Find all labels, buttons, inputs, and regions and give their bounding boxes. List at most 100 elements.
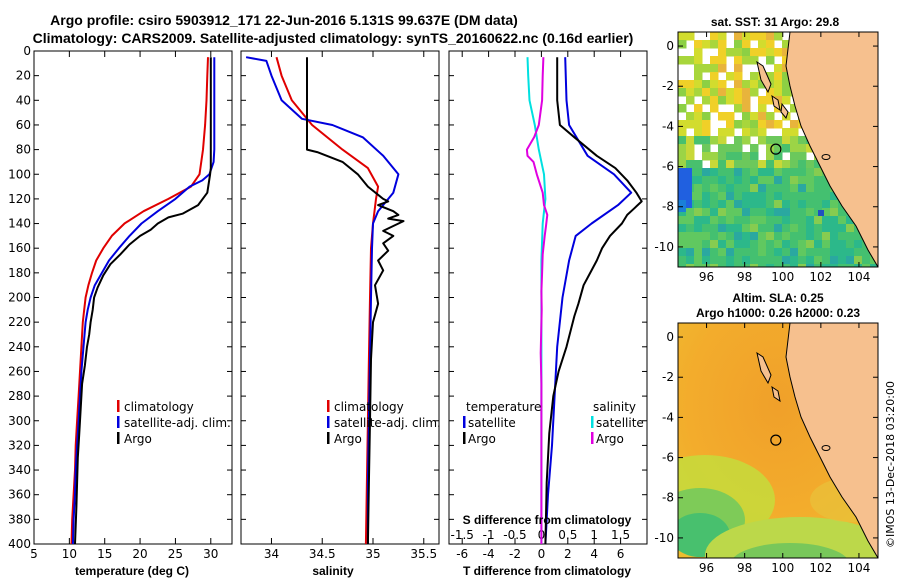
sst-cell	[678, 216, 687, 225]
sla-map-title2: Argo h1000: 0.26 h2000: 0.23	[696, 306, 860, 320]
sst-cell	[862, 256, 871, 265]
sst-lat-label: -2	[662, 79, 674, 93]
sla-map-ticks: 96 98 100 102 104 0 -2 -4 -6 -8 -10	[654, 323, 878, 575]
sst-cell	[774, 264, 783, 267]
sst-cell	[758, 160, 767, 169]
sst-cell	[790, 200, 799, 209]
sst-cell	[766, 200, 775, 209]
sst-cell	[790, 216, 799, 225]
sla-island	[771, 385, 781, 403]
sst-cell	[726, 120, 735, 129]
temperature-series-satellite-adj-clim-	[71, 57, 216, 544]
sst-cell	[822, 216, 831, 225]
sst-cell	[710, 56, 719, 65]
sst-cell	[782, 192, 791, 201]
sst-cell	[790, 176, 799, 185]
sst-float-marker	[770, 143, 782, 155]
sst-cell	[710, 80, 719, 89]
sst-cell	[806, 184, 815, 193]
sst-cell	[806, 256, 815, 265]
sst-cell	[694, 56, 703, 65]
sst-cell	[694, 104, 703, 113]
sst-cell	[758, 48, 767, 57]
sst-cell	[742, 264, 751, 267]
sst-cell	[878, 152, 887, 161]
sst-cell	[758, 176, 767, 185]
sst-cell	[702, 128, 711, 137]
sst-cell	[838, 256, 847, 265]
sst-cell	[718, 152, 727, 161]
depth-tick-label: 400	[8, 537, 31, 551]
sst-cell	[814, 216, 823, 225]
sst-cell	[830, 192, 839, 201]
sst-cell	[758, 240, 767, 249]
sst-cell	[854, 256, 863, 265]
sst-cell	[750, 160, 759, 169]
sst-cell	[790, 248, 799, 257]
sst-cell	[710, 232, 719, 241]
sst-cell	[734, 160, 743, 169]
sst-cell	[750, 168, 759, 177]
sst-cell	[750, 120, 759, 129]
sst-cell	[678, 232, 687, 241]
sst-cell	[710, 224, 719, 233]
sst-cell	[822, 264, 831, 267]
sst-cell	[766, 96, 775, 105]
sst-cell	[686, 224, 695, 233]
sst-cell	[878, 88, 887, 97]
sst-cell	[750, 152, 759, 161]
sst-cell	[766, 264, 775, 267]
sst-cell	[818, 210, 824, 216]
legend-swatch-satellite	[463, 416, 466, 428]
sst-map-frame	[677, 31, 879, 268]
sst-cell	[774, 48, 783, 57]
sst-cell	[718, 80, 727, 89]
sst-cell	[758, 200, 767, 209]
legend-label: satellite-adj. clim.	[334, 416, 441, 430]
sst-cell	[766, 56, 775, 65]
s-difference-tick-label: 1.5	[611, 528, 630, 542]
sst-lon-label: 96	[699, 270, 714, 284]
sst-map-title: sat. SST: 31 Argo: 29.8	[711, 15, 840, 29]
sst-cell	[758, 80, 767, 89]
sst-cell	[710, 192, 719, 201]
sst-cell	[718, 176, 727, 185]
sst-cell	[702, 64, 711, 73]
sst-cell	[742, 184, 751, 193]
sst-cell	[806, 200, 815, 209]
sst-cell	[774, 88, 783, 97]
sst-cell	[710, 240, 719, 249]
sst-cell	[726, 248, 735, 257]
sst-lon-label: 100	[771, 270, 794, 284]
sst-cell	[790, 240, 799, 249]
sst-cell	[878, 40, 887, 49]
sst-cell	[678, 128, 687, 137]
sst-cell	[878, 216, 887, 225]
sst-cell	[814, 256, 823, 265]
sst-cell	[678, 256, 687, 265]
sst-cell	[758, 208, 767, 217]
legend-swatch-satellite	[327, 416, 330, 428]
sst-cell	[718, 56, 727, 65]
sst-cell	[862, 264, 871, 267]
sst-cell	[774, 216, 783, 225]
sst-cell	[774, 120, 783, 129]
sst-cell	[782, 144, 791, 153]
sla-lat-label: -4	[662, 410, 674, 424]
sst-cell	[734, 216, 743, 225]
sst-cell	[734, 192, 743, 201]
sst-cell	[766, 72, 775, 81]
sst-cell	[726, 48, 735, 57]
sst-cell	[878, 264, 887, 273]
sst-cell	[774, 168, 783, 177]
sst-cell	[694, 184, 703, 193]
sst-cell	[798, 232, 807, 241]
sst-cell	[798, 152, 807, 161]
sla-lon-label: 96	[699, 561, 714, 575]
sst-cell	[694, 48, 703, 57]
temperature-xtick-label: 20	[132, 547, 147, 561]
sst-cell	[702, 208, 711, 217]
sst-cell	[718, 160, 727, 169]
salinity-series-argo	[306, 57, 405, 544]
sst-cell	[726, 184, 735, 193]
